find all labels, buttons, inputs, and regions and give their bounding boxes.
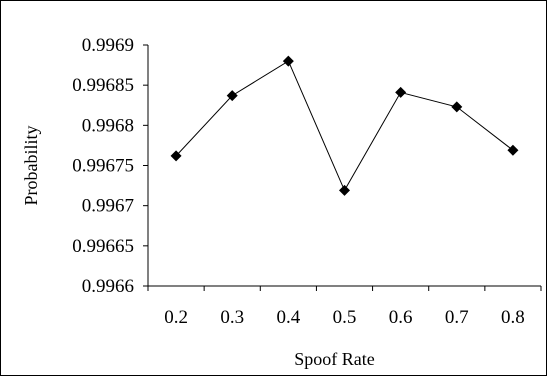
data-point-marker: [282, 55, 294, 67]
x-tick-label: 0.3: [220, 307, 244, 328]
data-point-marker: [339, 184, 350, 196]
series-line: [175, 60, 514, 192]
data-point-marker: [170, 150, 182, 162]
x-tick-label: 0.8: [501, 307, 525, 328]
x-tick-label: 0.6: [389, 307, 413, 328]
x-tick-label: 0.2: [164, 307, 188, 328]
y-tick-label: 0.99685: [72, 75, 134, 96]
y-tick-label: 0.9966: [82, 276, 134, 297]
y-axis-title: Probability: [21, 126, 41, 206]
series-group: [170, 55, 519, 196]
y-tick-label: 0.9967: [82, 196, 134, 217]
y-tick-label: 0.99675: [72, 156, 134, 177]
y-tick-label: 0.9968: [82, 115, 134, 136]
y-tick-label: 0.9969: [82, 35, 134, 56]
data-point-marker: [507, 144, 519, 156]
x-tick-label: 0.7: [445, 307, 469, 328]
x-axis: 0.2 0.3 0.4 0.5 0.6 0.7 0.8: [147, 285, 542, 328]
x-axis-title: Spoof Rate: [294, 349, 375, 369]
x-tick-label: 0.5: [333, 307, 357, 328]
data-point-marker: [451, 101, 463, 113]
data-point-marker: [226, 90, 238, 102]
y-axis: 0.9966 0.99665 0.9967 0.99675 0.9968 0.99685 0…: [72, 35, 149, 297]
data-point-marker: [395, 86, 407, 98]
y-tick-label: 0.99665: [72, 236, 134, 257]
x-tick-label: 0.4: [276, 307, 300, 328]
